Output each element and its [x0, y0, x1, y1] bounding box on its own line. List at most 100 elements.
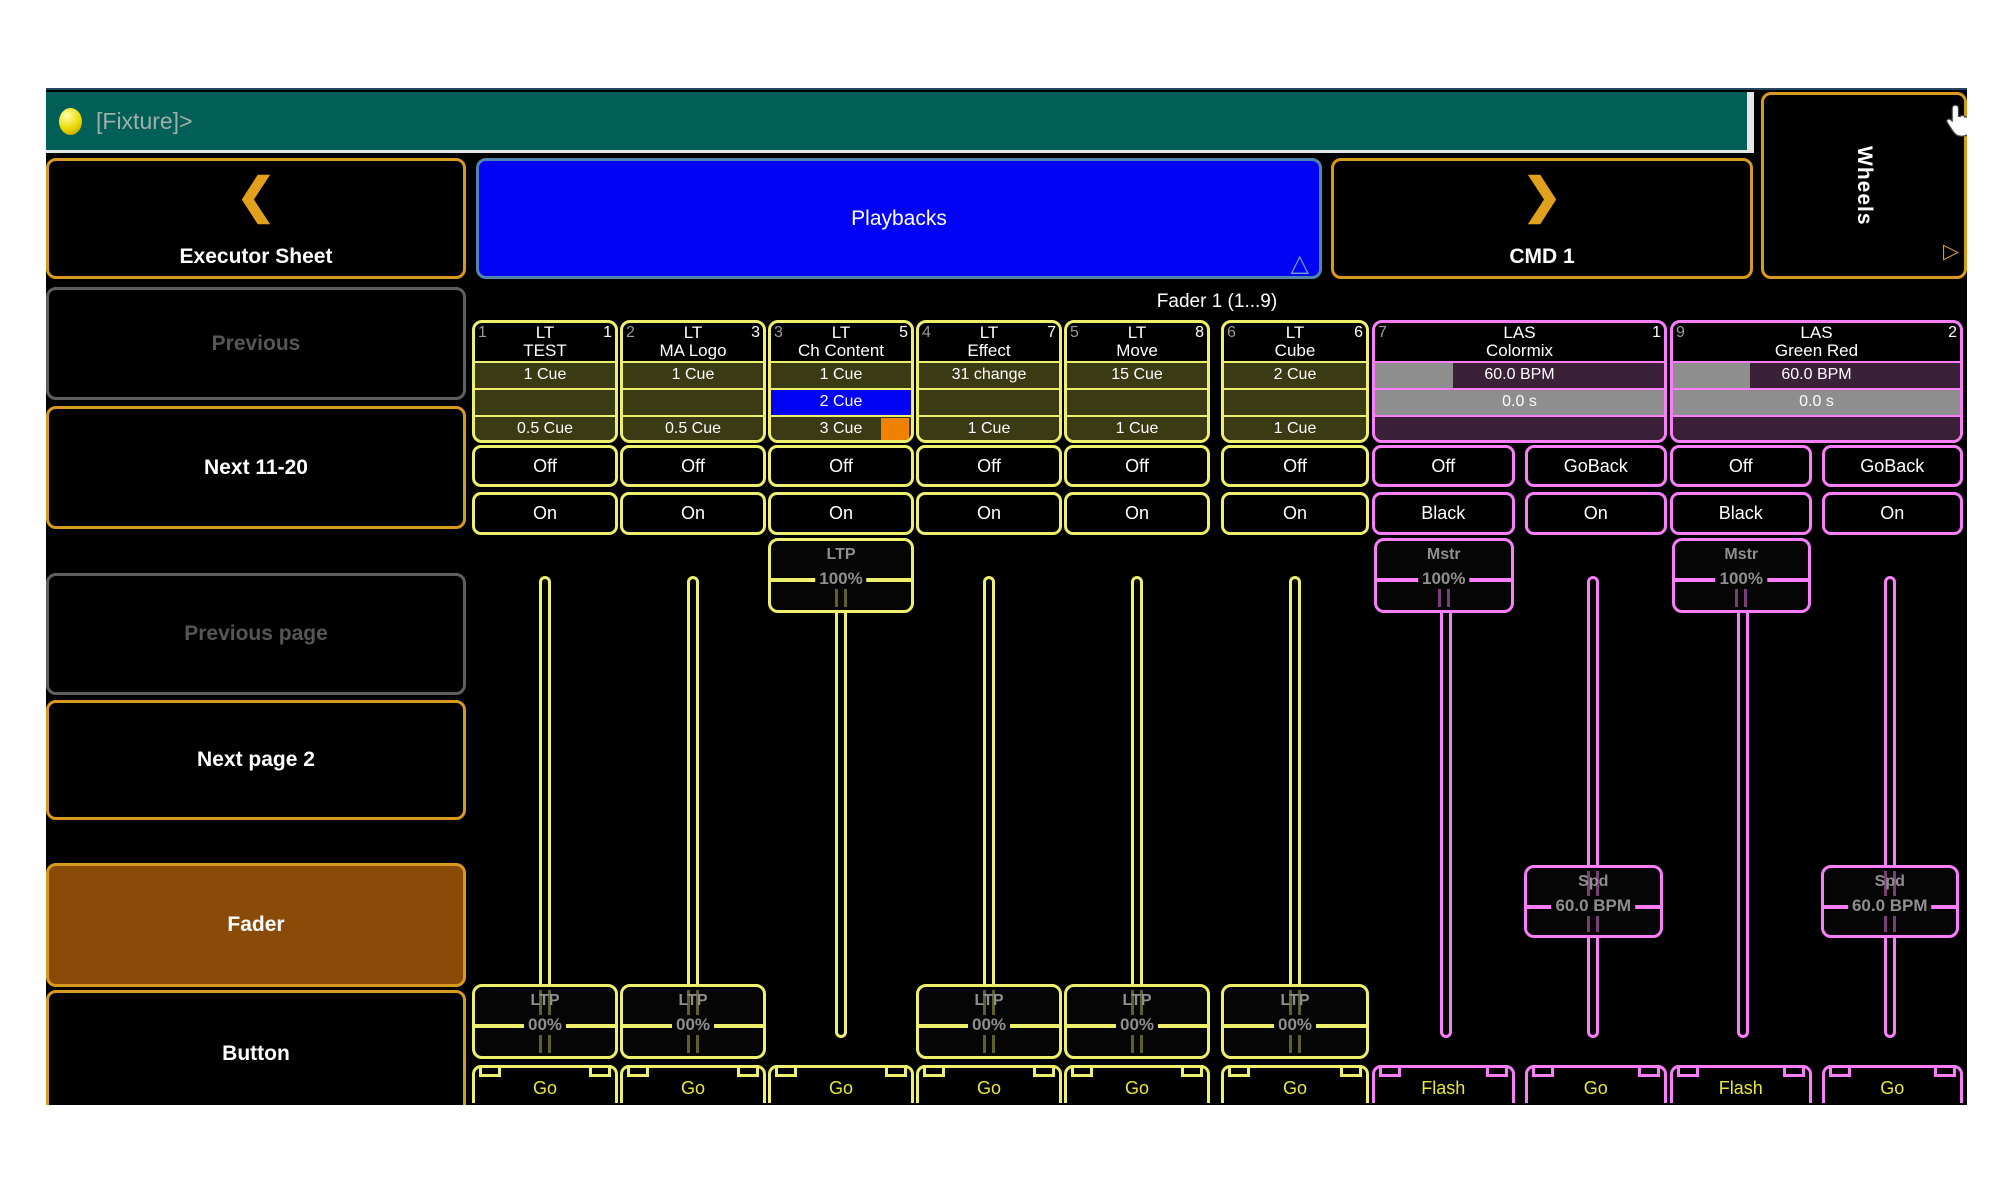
fader-handle-ltp[interactable]: LTP 00% [1221, 984, 1369, 1059]
executor-number: 3 [774, 324, 783, 341]
prev-view-button[interactable]: ❮ Executor Sheet [46, 158, 466, 279]
command-line-status-icon [59, 107, 82, 135]
fader-handle-value: 00% [967, 1015, 1011, 1035]
fader-track[interactable] [1289, 576, 1301, 1038]
exec-button-off[interactable]: Off [1064, 445, 1210, 487]
cue-marker [881, 418, 909, 440]
sidebar-button-label: Next page 2 [197, 748, 315, 771]
go-button[interactable]: Go [768, 1065, 914, 1103]
fader-track[interactable] [1587, 576, 1600, 1038]
fader-handle-mstr[interactable]: Mstr 100% [1374, 538, 1514, 613]
exec-button-off[interactable]: Off [472, 445, 618, 487]
exec-button-on[interactable]: On [620, 492, 766, 535]
sidebar-button-previous-page[interactable]: Previous page [46, 573, 466, 695]
cue-row-text: 0.0 s [1799, 393, 1834, 410]
cue-row-3 [1673, 415, 1960, 440]
go-button[interactable]: Go [1821, 1065, 1963, 1103]
fader-handle-value: 100% [815, 569, 867, 589]
fader-handle-value: 00% [523, 1015, 567, 1035]
executor-name: LT Move [1091, 323, 1183, 361]
go-button[interactable]: Go [472, 1065, 618, 1103]
executor-name-line1: LAS [1800, 323, 1833, 342]
command-line-input[interactable]: [Fixture]> [46, 92, 1754, 153]
executor-number: 5 [1070, 324, 1079, 341]
button-notch-right [589, 1065, 611, 1077]
go-button[interactable]: Go [916, 1065, 1062, 1103]
executor-cue-display[interactable]: 2 LT MA Logo 3 1 Cue 0.5 Cue [620, 320, 766, 443]
executor-cue-display[interactable]: 4 LT Effect 7 31 change 1 Cue [916, 320, 1062, 443]
flash-button[interactable]: Flash [1670, 1065, 1812, 1103]
exec-button-goback[interactable]: GoBack [1524, 445, 1667, 487]
wheels-panel-button[interactable]: Wheels ▷ [1761, 92, 1967, 279]
flash-button[interactable]: Flash [1372, 1065, 1515, 1103]
exec-button-on[interactable]: On [1064, 492, 1210, 535]
fader-handle-ltp[interactable]: LTP 00% [916, 984, 1062, 1059]
fader-handle-mstr[interactable]: Mstr 100% [1672, 538, 1811, 613]
exec-button-off[interactable]: Off [916, 445, 1062, 487]
cue-row-text: 60.0 BPM [1484, 366, 1555, 383]
current-view-label: Playbacks [851, 206, 947, 230]
cue-row-1: 2 Cue [1224, 361, 1366, 388]
fader-track[interactable] [1883, 576, 1896, 1038]
sidebar-button-next-11-20[interactable]: Next 11-20 [46, 406, 466, 529]
fader-handle-spd[interactable]: Spd 60.0 BPM [1523, 865, 1663, 938]
button-notch-right [1033, 1065, 1055, 1077]
sidebar-button-button[interactable]: Button [46, 990, 466, 1105]
go-button[interactable]: Go [1524, 1065, 1667, 1103]
exec-button-on[interactable]: On [768, 492, 914, 535]
button-notch-right [1340, 1065, 1362, 1077]
go-button[interactable]: Go [620, 1065, 766, 1103]
executor-header: 3 LT Ch Content 5 [771, 323, 911, 361]
button-notch-left [1071, 1065, 1093, 1077]
exec-button-black[interactable]: Black [1372, 492, 1515, 535]
cue-row-2: 0.0 s [1375, 388, 1664, 415]
exec-button-off[interactable]: Off [620, 445, 766, 487]
exec-button-off[interactable]: Off [1372, 445, 1515, 487]
exec-button-black[interactable]: Black [1670, 492, 1812, 535]
fader-track[interactable] [835, 576, 847, 1038]
executor-cue-display[interactable]: 6 LT Cube 6 2 Cue 1 Cue [1221, 320, 1369, 443]
exec-button-on[interactable]: On [1524, 492, 1667, 535]
go-button[interactable]: Go [1221, 1065, 1369, 1103]
fader-track[interactable] [687, 576, 699, 1038]
go-button[interactable]: Go [1064, 1065, 1210, 1103]
sidebar-button-next-page-2[interactable]: Next page 2 [46, 700, 466, 820]
fader-handle-ltp[interactable]: LTP 00% [620, 984, 766, 1059]
fader-track[interactable] [1737, 576, 1750, 1038]
executor-strip-3: 3 LT Ch Content 5 1 Cue 2 Cue 3 Cue Off On LTP 100… [768, 320, 914, 1103]
fader-handle-ltp[interactable]: LTP 100% [768, 538, 914, 613]
fader-handle-ltp[interactable]: LTP 00% [472, 984, 618, 1059]
next-view-button[interactable]: ❯ CMD 1 [1331, 158, 1753, 279]
fader-track[interactable] [539, 576, 551, 1038]
fader-handle-spd[interactable]: Spd 60.0 BPM [1820, 865, 1959, 938]
executor-cue-display[interactable]: 5 LT Move 8 15 Cue 1 Cue [1064, 320, 1210, 443]
exec-button-on[interactable]: On [916, 492, 1062, 535]
cue-row-1: 1 Cue [623, 361, 763, 388]
executor-cue-display[interactable]: 9 LAS Green Red 2 60.0 BPM 0.0 s [1670, 320, 1963, 443]
sidebar-button-fader[interactable]: Fader [46, 863, 466, 987]
executor-cue-display[interactable]: 1 LT TEST 1 1 Cue 0.5 Cue [472, 320, 618, 443]
exec-button-off[interactable]: Off [1221, 445, 1369, 487]
fader-handle-label: Mstr [1426, 546, 1461, 563]
sequence-number: 7 [1047, 324, 1056, 341]
sidebar-button-previous[interactable]: Previous [46, 287, 466, 400]
fader-handle-value: 00% [1115, 1015, 1159, 1035]
exec-button-off[interactable]: Off [1670, 445, 1812, 487]
sequence-number: 6 [1354, 324, 1363, 341]
exec-button-off[interactable]: Off [768, 445, 914, 487]
fader-track[interactable] [983, 576, 995, 1038]
executor-name-line1: LT [831, 323, 851, 342]
current-view-button[interactable]: Playbacks △ [476, 158, 1322, 279]
cue-row-text: 0.0 s [1502, 393, 1537, 410]
fader-track[interactable] [1439, 576, 1452, 1038]
cue-row-2: 0.0 s [1673, 388, 1960, 415]
fader-handle-ltp[interactable]: LTP 00% [1064, 984, 1210, 1059]
exec-button-goback[interactable]: GoBack [1821, 445, 1963, 487]
exec-button-on[interactable]: On [1821, 492, 1963, 535]
executor-cue-display[interactable]: 3 LT Ch Content 5 1 Cue 2 Cue 3 Cue [768, 320, 914, 443]
exec-button-on[interactable]: On [1221, 492, 1369, 535]
executor-cue-display[interactable]: 7 LAS Colormix 1 60.0 BPM 0.0 s [1372, 320, 1667, 443]
executor-name: LT Ch Content [795, 323, 887, 361]
exec-button-on[interactable]: On [472, 492, 618, 535]
fader-track[interactable] [1131, 576, 1143, 1038]
